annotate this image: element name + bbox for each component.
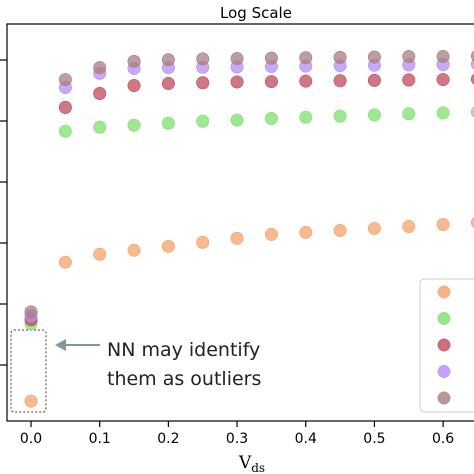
data-point (93, 61, 107, 75)
data-point (230, 231, 244, 245)
x-tick-label: 0.2 (157, 431, 179, 447)
data-point (470, 58, 474, 70)
data-point (230, 75, 244, 89)
data-point (299, 74, 313, 88)
data-point (367, 73, 381, 87)
data-point (367, 221, 381, 235)
data-point (470, 50, 474, 62)
legend-marker (437, 312, 451, 325)
data-point (196, 52, 210, 66)
data-point (93, 86, 107, 100)
data-point (58, 124, 72, 138)
data-point (127, 79, 141, 93)
data-point (402, 219, 416, 233)
data-point (402, 73, 416, 87)
data-point (436, 73, 450, 87)
data-point (58, 100, 72, 114)
data-point (24, 305, 38, 319)
data-point (299, 225, 313, 239)
data-point (161, 116, 175, 130)
legend-marker (437, 338, 451, 352)
data-point (264, 111, 278, 125)
data-point (196, 235, 210, 249)
plot-frame (6, 23, 474, 422)
chart-title: Log Scale (220, 4, 292, 22)
data-point (161, 77, 175, 91)
data-point (333, 223, 347, 237)
data-point (127, 54, 141, 68)
data-point (436, 50, 450, 64)
data-point (402, 50, 416, 64)
annotation-line-2: them as outliers (107, 368, 261, 390)
data-point (196, 114, 210, 128)
data-point (299, 110, 313, 124)
x-tick-label: 0.1 (89, 431, 111, 447)
data-point (93, 120, 107, 134)
x-axis-label: Vds (238, 453, 265, 474)
annotation-arrow-head (55, 339, 66, 351)
data-point (436, 106, 450, 120)
data-point (161, 53, 175, 67)
axes: 0.0 0.1 0.2 0.3 0.4 0.5 0.6 (0, 23, 474, 447)
data-point (333, 50, 347, 64)
legend (419, 278, 474, 413)
data-point (402, 107, 416, 121)
data-point (24, 394, 38, 408)
data-point (127, 243, 141, 257)
x-tick-label: 0.4 (295, 431, 317, 447)
data-point (367, 50, 381, 64)
data-point (93, 247, 107, 261)
data-point (367, 108, 381, 122)
data-point (161, 239, 175, 253)
data-point (436, 217, 450, 231)
data-point (127, 118, 141, 132)
outlier-box (10, 329, 47, 413)
x-axis-label-main: V (238, 453, 252, 473)
data-point (299, 51, 313, 65)
data-point (470, 216, 474, 229)
data-point (230, 52, 244, 66)
x-tick-label: 0.0 (20, 431, 42, 447)
legend-marker (437, 365, 451, 378)
x-axis-label-subscript: ds (251, 461, 265, 474)
x-tick-label: 0.6 (432, 431, 454, 447)
annotation-line-1: NN may identify (107, 339, 260, 361)
data-point (264, 227, 278, 241)
x-tick-label: 0.5 (363, 431, 385, 447)
data-point (333, 74, 347, 88)
data-points (24, 50, 474, 408)
data-point (470, 106, 474, 118)
data-point (58, 73, 72, 87)
data-point (58, 255, 72, 269)
data-point (470, 73, 474, 85)
legend-marker (437, 285, 451, 299)
legend-marker (437, 391, 451, 405)
annotation: NN may identify them as outliers (55, 339, 261, 390)
outlier-dotted-box (10, 329, 47, 413)
x-tick-label: 0.3 (226, 431, 248, 447)
data-point (196, 76, 210, 90)
data-point (264, 51, 278, 65)
data-point (333, 109, 347, 123)
data-point (230, 113, 244, 127)
data-point (264, 75, 278, 89)
